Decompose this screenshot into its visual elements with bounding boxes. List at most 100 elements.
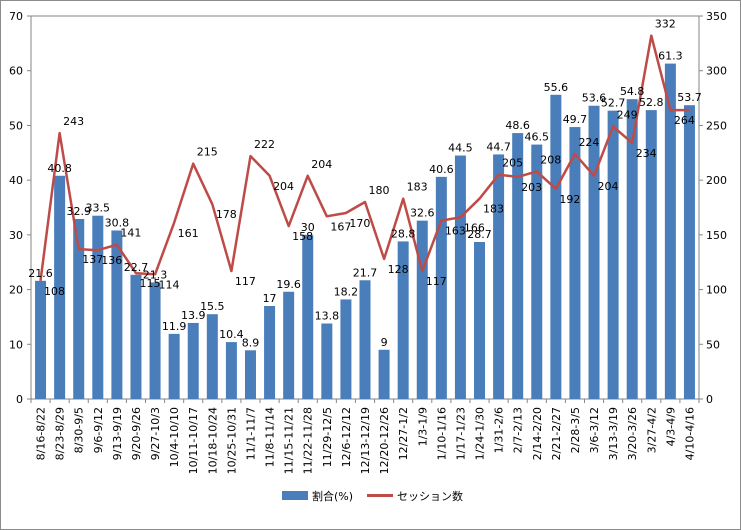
bar xyxy=(244,350,256,399)
bar-data-label: 61.3 xyxy=(658,50,683,63)
y-right-tick-label: 350 xyxy=(706,10,727,23)
bar xyxy=(168,333,180,399)
bar-data-label: 21.3 xyxy=(143,268,168,281)
bar-data-label: 28.7 xyxy=(467,228,492,241)
bar xyxy=(359,280,371,399)
bar-data-label: 13.9 xyxy=(181,309,206,322)
y-right-tick-label: 100 xyxy=(706,284,727,297)
x-category-label: 2/7-2/13 xyxy=(512,407,525,453)
line-data-label: 170 xyxy=(349,217,370,230)
bar xyxy=(264,305,276,399)
legend: 割合(%) セッション数 xyxy=(282,489,463,503)
line-data-label: 215 xyxy=(197,146,218,159)
line-data-label: 108 xyxy=(44,285,65,298)
line-data-label: 208 xyxy=(540,153,561,166)
x-category-label: 12/6-12/12 xyxy=(340,407,353,467)
x-category-label: 12/27-1/2 xyxy=(397,407,410,460)
bar xyxy=(378,349,390,399)
bar xyxy=(54,175,66,399)
bar xyxy=(35,280,47,399)
bar-data-label: 44.7 xyxy=(486,140,511,153)
x-category-label: 10/18-10/24 xyxy=(206,407,219,474)
bar xyxy=(512,133,524,400)
line-data-label: 137 xyxy=(82,253,103,266)
x-category-label: 3/27-4/2 xyxy=(645,407,658,453)
line-data-label: 183 xyxy=(407,181,428,194)
bar xyxy=(474,241,486,399)
x-category-label: 8/23-8/29 xyxy=(54,407,67,460)
line-data-label: 243 xyxy=(63,115,84,128)
bar-data-label: 15.5 xyxy=(200,300,225,313)
x-category-label: 1/10-1/16 xyxy=(435,407,448,460)
x-category-label: 1/31-2/6 xyxy=(493,407,506,453)
line-data-label: 183 xyxy=(483,203,504,216)
y-right-tick-label: 50 xyxy=(706,338,720,351)
x-category-label: 11/29-12/5 xyxy=(321,407,334,467)
bar-data-label: 9 xyxy=(381,336,388,349)
bar xyxy=(645,110,657,399)
line-data-label: 136 xyxy=(101,254,122,267)
bar-data-label: 46.5 xyxy=(525,131,550,144)
bar-data-label: 21.7 xyxy=(353,266,378,279)
bar xyxy=(321,323,333,399)
bar-data-label: 44.5 xyxy=(448,142,473,155)
x-category-label: 1/17-1/23 xyxy=(454,407,467,460)
bar-data-label: 33.5 xyxy=(86,202,111,215)
x-category-label: 10/11-10/17 xyxy=(187,407,200,474)
bar xyxy=(664,63,676,399)
x-category-label: 10/4-10/10 xyxy=(168,407,181,467)
line-data-label: 192 xyxy=(559,193,580,206)
bar xyxy=(550,94,562,399)
y-left-tick-label: 70 xyxy=(9,10,23,23)
y-left-tick-label: 20 xyxy=(9,284,23,297)
y-left-tick-label: 10 xyxy=(9,338,23,351)
x-category-label: 11/8-11/14 xyxy=(264,407,277,467)
x-category-label: 3/13-3/19 xyxy=(607,407,620,460)
y-left-tick-label: 50 xyxy=(9,119,23,132)
line-layer xyxy=(39,34,690,281)
line-data-label: 178 xyxy=(216,208,237,221)
labels-layer: 21.6 40.8 32.933.530.8 22.721.3 11.913.915.5… xyxy=(28,18,701,350)
bar-data-label: 53.6 xyxy=(582,92,607,105)
x-category-label: 9/27-10/3 xyxy=(149,407,162,460)
x-category-label: 9/6-9/12 xyxy=(92,407,105,453)
y-left-tick-label: 40 xyxy=(9,174,23,187)
bar-data-label: 49.7 xyxy=(563,113,588,126)
bar xyxy=(149,282,161,399)
y-right-tick-label: 300 xyxy=(706,65,727,78)
x-category-label: 2/14-2/20 xyxy=(531,407,544,460)
y-right-tick-label: 250 xyxy=(706,119,727,132)
x-category-label: 10/25-10/31 xyxy=(225,407,238,474)
bar xyxy=(435,176,447,399)
bar xyxy=(531,144,543,399)
x-category-label: 8/30-9/5 xyxy=(73,407,86,453)
line-data-label: 204 xyxy=(273,180,294,193)
y-right-tick-label: 0 xyxy=(706,393,713,406)
x-category-label: 9/13-9/19 xyxy=(111,407,124,460)
bars-layer xyxy=(35,63,695,400)
line-data-label: 114 xyxy=(159,278,180,291)
legend-label-bar: 割合(%) xyxy=(312,489,353,503)
bar xyxy=(454,155,466,399)
bar-data-label: 54.8 xyxy=(620,85,645,98)
x-category-label: 3/6-3/12 xyxy=(588,407,601,453)
bar-data-label: 30.8 xyxy=(105,216,130,229)
x-category-label: 4/10-4/16 xyxy=(683,407,696,460)
bar xyxy=(111,230,123,399)
line-data-label: 264 xyxy=(674,114,695,127)
bar-data-label: 22.7 xyxy=(124,261,149,274)
line-data-label: 117 xyxy=(426,275,447,288)
line-data-label: 234 xyxy=(636,147,657,160)
x-category-label: 12/13-12/19 xyxy=(359,407,372,474)
bar xyxy=(92,215,104,399)
y-right-tick-label: 200 xyxy=(706,174,727,187)
bar-data-label: 10.4 xyxy=(219,328,244,341)
bar-data-label: 13.8 xyxy=(315,309,340,322)
line-data-label: 332 xyxy=(655,18,676,31)
line-data-label: 180 xyxy=(369,184,390,197)
x-category-label: 2/28-3/5 xyxy=(569,407,582,453)
line-data-label: 115 xyxy=(139,277,160,290)
bar xyxy=(187,322,199,399)
bar-data-label: 30 xyxy=(301,221,315,234)
bar-data-label: 52.7 xyxy=(601,97,626,110)
